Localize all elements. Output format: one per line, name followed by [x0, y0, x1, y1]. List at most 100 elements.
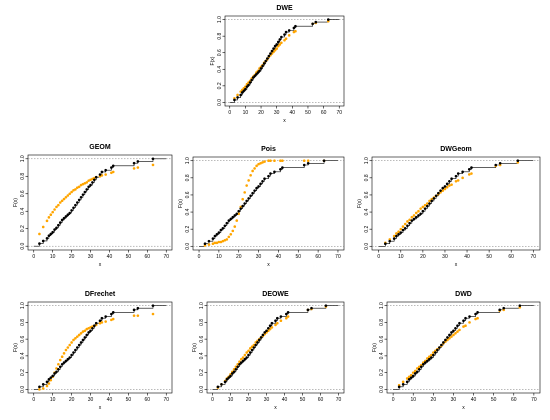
empirical-point: [255, 186, 258, 190]
x-tick-label: 60: [315, 254, 321, 260]
fitted-point: [47, 216, 51, 219]
y-tick-label: 1.0: [364, 157, 370, 164]
fitted-point: [241, 197, 245, 201]
y-axis-label: F(x): [192, 343, 198, 352]
x-tick-label: 70: [531, 397, 537, 403]
y-tick-label: 0.2: [185, 225, 191, 232]
x-tick-label: 0: [377, 254, 380, 260]
x-tick-label: 70: [336, 110, 342, 116]
empirical-ecdf-step: [393, 305, 534, 390]
fitted-point: [399, 227, 403, 231]
fitted-point: [432, 351, 435, 354]
empirical-point: [66, 213, 70, 217]
empirical-point: [91, 181, 94, 184]
empirical-point: [100, 170, 104, 174]
fitted-point: [270, 326, 274, 329]
fitted-point: [410, 215, 414, 219]
fitted-point: [207, 243, 211, 246]
empirical-point: [425, 204, 429, 208]
empirical-point: [203, 242, 207, 246]
y-tick-label: 0.6: [379, 335, 385, 342]
empirical-point: [267, 54, 271, 58]
empirical-point: [448, 333, 451, 337]
empirical-point: [432, 197, 436, 200]
fitted-point: [136, 166, 140, 169]
x-tick-label: 40: [276, 254, 282, 260]
fitted-point: [276, 321, 279, 325]
empirical-point: [38, 385, 41, 389]
empirical-point: [79, 341, 83, 344]
x-tick-label: 60: [321, 110, 327, 116]
empirical-point: [247, 83, 250, 87]
empirical-point: [231, 215, 235, 219]
empirical-point: [462, 319, 465, 323]
fitted-point: [450, 335, 453, 338]
y-tick-label: 0.8: [379, 319, 385, 326]
empirical-point: [281, 166, 284, 169]
fitted-point: [294, 29, 297, 33]
empirical-point: [256, 71, 260, 74]
fitted-point: [227, 235, 231, 239]
fitted-point: [285, 316, 288, 320]
empirical-point: [285, 312, 288, 316]
fitted-point: [236, 93, 239, 97]
fitted-point: [441, 189, 445, 192]
empirical-point: [151, 157, 155, 161]
fitted-point: [283, 39, 286, 42]
empirical-point: [263, 177, 266, 180]
fitted-point: [104, 173, 107, 176]
empirical-point: [428, 357, 431, 361]
y-tick-label: 1.0: [20, 155, 26, 162]
empirical-point: [302, 163, 306, 167]
fitted-point: [215, 241, 219, 245]
empirical-point: [248, 351, 252, 354]
empirical-point: [111, 164, 115, 168]
empirical-point: [412, 217, 416, 221]
y-tick-label: 0.2: [20, 369, 26, 376]
fitted-point: [38, 388, 41, 391]
empirical-point: [261, 64, 264, 68]
empirical-point: [225, 378, 229, 381]
empirical-point: [94, 175, 98, 179]
empirical-point: [85, 333, 89, 337]
empirical-point: [518, 304, 522, 307]
empirical-point: [436, 348, 439, 352]
empirical-point: [456, 324, 459, 328]
fitted-point: [263, 160, 266, 163]
y-tick-label: 1.0: [217, 16, 223, 23]
empirical-point: [68, 356, 72, 359]
fitted-point: [415, 367, 419, 370]
fitted-point: [233, 225, 237, 228]
empirical-point: [253, 189, 256, 192]
x-tick-label: 20: [69, 254, 75, 260]
empirical-point: [284, 30, 288, 34]
fitted-point: [474, 317, 477, 321]
panel-title: DWE: [276, 5, 293, 12]
fitted-point: [452, 333, 455, 337]
fitted-point: [60, 199, 64, 203]
empirical-point: [430, 356, 433, 359]
empirical-point: [79, 195, 83, 199]
x-tick-label: 70: [336, 397, 342, 403]
empirical-point: [430, 199, 434, 203]
empirical-point: [419, 365, 423, 369]
empirical-point: [392, 237, 396, 240]
plot-box: [206, 301, 345, 394]
empirical-point: [68, 211, 72, 215]
y-tick-label: 1.0: [379, 302, 385, 309]
empirical-point: [278, 38, 282, 41]
fitted-point: [241, 356, 245, 359]
panel-pois: Pois 0 10 20 30 40 50 60 70 0.0 0.2 0.4 0.6 0.8 1.0 x F(…: [178, 146, 345, 268]
empirical-point: [233, 214, 237, 217]
empirical-point: [432, 353, 435, 357]
fitted-point: [419, 207, 422, 210]
x-tick-label: 30: [451, 397, 457, 403]
fitted-point: [443, 187, 447, 191]
fitted-point: [401, 380, 405, 384]
empirical-point: [211, 237, 215, 240]
empirical-point: [261, 179, 264, 183]
empirical-point: [219, 228, 223, 232]
x-tick-label: 30: [256, 254, 262, 260]
empirical-point: [280, 35, 283, 39]
empirical-point: [93, 178, 96, 182]
